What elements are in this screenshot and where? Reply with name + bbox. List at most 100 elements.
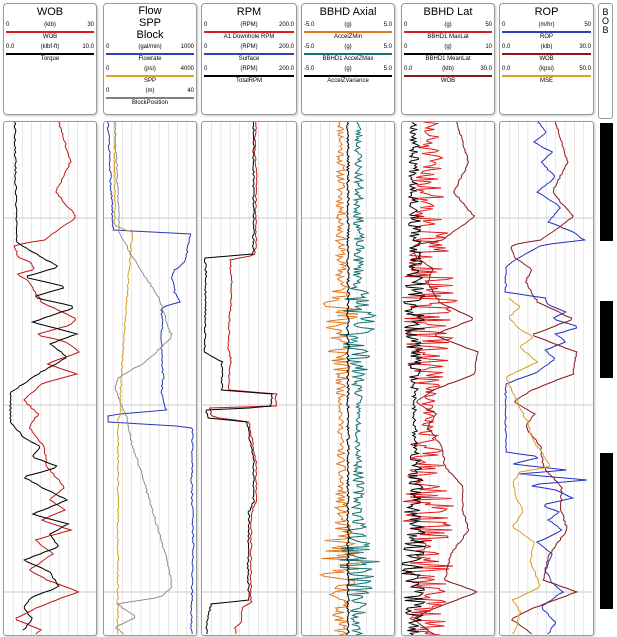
track-title: ROP [534, 6, 559, 18]
series-a1-downhole-rpm [208, 122, 278, 635]
track-header-bbhd-axial: BBHD Axial -5.0 (g) 5.0 AccelZMin -5.0 (… [301, 3, 395, 115]
scale-total-rpm: 0 (RPM) 200.0 TotalRPM [204, 66, 294, 88]
plot-bbhd-axial [302, 122, 394, 635]
scale-rop: 0 (m/hr) 50 ROP [502, 22, 591, 44]
scale-accelzmax: -5.0 (g) 5.0 BBHD1 AccelZMax [304, 44, 392, 66]
scale-meanlat: 0 (g) 10 BBHD1 MeanLat [404, 44, 492, 66]
scale-name: AccelZVariance [327, 78, 369, 84]
track-flow [103, 121, 197, 636]
scale-surface-rpm: 0 (RPM) 200.0 Surface [204, 44, 294, 66]
scale-min: 0 [106, 44, 110, 50]
scale-min: 0 [404, 22, 408, 28]
scale-name: SPP [143, 78, 156, 84]
track-header-wob: WOB 0 (klb) 30 WOB 0.0 (klbf-ft) 10.0 To… [3, 3, 97, 115]
scale-name: BBHD1 MeanLat [425, 56, 471, 62]
track-bbhd-axial [301, 121, 395, 636]
scale-name: WOB [42, 34, 58, 40]
scale-unit: (klbf-ft) [40, 44, 60, 50]
track-title-line-1: Flow [138, 5, 162, 17]
scale-line [404, 53, 492, 55]
track-wob [3, 121, 97, 636]
grid [302, 122, 394, 635]
track-header-rpm: RPM 0 (RPM) 200.0 A1 Downhole RPM 0 (RPM… [201, 3, 297, 115]
scale-unit: (psi) [144, 66, 156, 72]
scale-wob: 0 (klb) 30 WOB [6, 22, 94, 44]
scale-max: 30 [87, 22, 94, 28]
scale-min: 0 [204, 22, 208, 28]
scale-max: 5.0 [383, 22, 392, 28]
scale-unit: (g) [344, 66, 352, 72]
scale-unit: (RPM) [240, 22, 258, 28]
series-flowrate [106, 122, 195, 635]
scale-unit: (g) [344, 44, 352, 50]
series-accelzmin [319, 122, 364, 635]
series-mse [505, 297, 551, 635]
bob-header: B O B [598, 3, 613, 119]
scale-name: WOB [539, 56, 554, 62]
track-rop [499, 121, 594, 636]
series-wob [13, 122, 80, 635]
scale-max: 10.0 [82, 44, 94, 50]
scale-unit: (gal/min) [138, 44, 162, 50]
scale-max: 50 [584, 22, 591, 28]
scale-max: 4000 [180, 66, 194, 72]
track-title-line-3: Block [136, 29, 164, 41]
scale-max: 30.0 [579, 44, 591, 50]
scale-name: A1 Downhole RPM [223, 34, 275, 40]
scale-min: 0 [6, 22, 10, 28]
scale-max: 5.0 [383, 66, 392, 72]
scale-name: AccelZMin [333, 34, 362, 40]
series-totalrpm [203, 122, 273, 635]
scale-unit: (g) [444, 22, 452, 28]
scale-max: 5.0 [383, 44, 392, 50]
scale-name: Torque [40, 56, 60, 62]
scale-wob-rop: 0.0 (klb) 30.0 WOB [502, 44, 591, 66]
track-header-bbhd-lat: BBHD Lat 0 (g) 50 BBHD1 MaxLat 0 (g) 10 … [401, 3, 495, 115]
scale-unit: (m) [145, 88, 155, 94]
plot-rpm [202, 122, 296, 635]
bob-bar [600, 123, 613, 241]
grid [104, 122, 196, 635]
track-title-line-2: SPP [138, 17, 161, 29]
scale-name: MSE [539, 78, 553, 84]
scale-unit: (g) [344, 22, 352, 28]
scale-min: 0.0 [6, 44, 15, 50]
scale-name: Flowrate [138, 56, 162, 62]
plot-wob [4, 122, 96, 635]
scale-min: -5.0 [304, 66, 315, 72]
scale-name: BBHD1 MaxLat [427, 34, 469, 40]
scale-spp: 0 (psi) 4000 SPP [106, 66, 194, 88]
track-title: BBHD Axial [319, 6, 377, 18]
scale-min: 0.0 [502, 44, 511, 50]
scale-accelzvariance: -5.0 (g) 5.0 AccelZVariance [304, 66, 392, 88]
scale-downhole-rpm: 0 (RPM) 200.0 A1 Downhole RPM [204, 22, 294, 44]
plot-flow [104, 122, 196, 635]
series-torque [8, 122, 79, 631]
scale-name: WOB [440, 78, 456, 84]
scale-max: 50 [485, 22, 492, 28]
scale-line [204, 31, 294, 33]
scale-unit: (RPM) [240, 44, 258, 50]
scale-min: 0.0 [404, 66, 413, 72]
scale-line [204, 53, 294, 55]
grid [4, 122, 96, 635]
scale-torque: 0.0 (klbf-ft) 10.0 Torque [6, 44, 94, 66]
scale-max: 1000 [180, 44, 194, 50]
scale-mse: 0.0 (kpsi) 50.0 MSE [502, 66, 591, 88]
track-rpm [201, 121, 297, 636]
scale-unit: (klb) [442, 66, 454, 72]
scale-line [204, 75, 294, 77]
track-title: WOB [36, 6, 64, 18]
series-bbhd1-accelzmax [339, 122, 380, 635]
scale-min: 0 [404, 44, 408, 50]
series-bbhd1-maxlat [402, 122, 459, 635]
scale-max: 40 [187, 88, 194, 94]
scale-line [106, 75, 194, 77]
scale-max: 200.0 [278, 44, 294, 50]
scale-line [304, 31, 392, 33]
scale-min: 0.0 [502, 66, 511, 72]
scale-blockposition: 0 (m) 40 BlockPosition [106, 88, 194, 110]
series-rop [504, 122, 588, 635]
series-wob [510, 122, 579, 635]
scale-line [304, 53, 392, 55]
